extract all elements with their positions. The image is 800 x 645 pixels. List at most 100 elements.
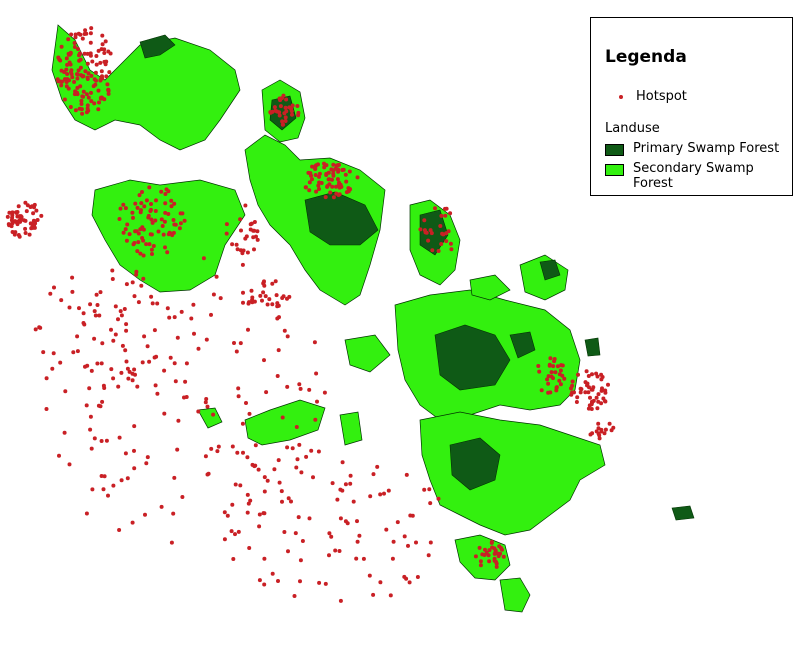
hotspot-point bbox=[76, 47, 80, 51]
hotspot-point bbox=[89, 26, 94, 31]
hotspot-point bbox=[276, 579, 280, 583]
hotspot-point bbox=[94, 78, 98, 83]
hotspot-point bbox=[149, 217, 154, 222]
hotspot-point bbox=[444, 231, 449, 236]
hotspot-point bbox=[153, 383, 158, 388]
hotspot-point bbox=[149, 247, 154, 252]
hotspot-point bbox=[155, 301, 160, 306]
hotspot-point bbox=[204, 337, 209, 342]
hotspot-point bbox=[76, 68, 81, 73]
hotspot-point bbox=[171, 511, 176, 516]
hotspot-point bbox=[117, 528, 122, 532]
hotspot-point bbox=[402, 534, 407, 539]
hotspot-point bbox=[75, 349, 80, 354]
hotspot-point bbox=[357, 533, 362, 538]
hotspot-point bbox=[100, 74, 104, 79]
hotspot-point bbox=[168, 355, 173, 360]
hotspot-point bbox=[154, 198, 158, 203]
far-south-isle-area bbox=[499, 577, 531, 613]
hotspot-point bbox=[147, 359, 152, 364]
secondary-swamp-forest-layer bbox=[51, 24, 606, 613]
hotspot-point bbox=[215, 449, 220, 454]
hotspot-point bbox=[149, 294, 154, 299]
hotspot-point bbox=[317, 580, 322, 585]
hotspot-point bbox=[275, 304, 280, 309]
hotspot-point bbox=[307, 180, 312, 185]
hotspot-point bbox=[606, 382, 610, 387]
hotspot-point bbox=[326, 177, 331, 182]
hotspot-point bbox=[325, 184, 330, 189]
hotspot-point bbox=[57, 453, 61, 458]
hotspot-point bbox=[100, 33, 105, 38]
hotspot-point bbox=[494, 561, 499, 566]
hotspot-point bbox=[149, 207, 153, 212]
hotspot-point bbox=[378, 580, 383, 585]
hotspot-point bbox=[230, 502, 235, 507]
hotspot-point bbox=[338, 516, 343, 521]
hotspot-point bbox=[180, 211, 185, 216]
hotspot-point bbox=[87, 386, 92, 391]
hotspot-point bbox=[559, 363, 564, 368]
small-isle-c bbox=[469, 274, 511, 301]
hotspot-point bbox=[100, 341, 105, 346]
hotspot-point bbox=[280, 122, 285, 127]
hotspot-point bbox=[6, 222, 11, 227]
hotspot-point bbox=[255, 237, 260, 242]
hotspot-point bbox=[286, 496, 291, 501]
hotspot-point bbox=[316, 449, 321, 454]
hotspot-point bbox=[152, 328, 157, 333]
hotspot-point bbox=[231, 557, 236, 561]
primary-swamp-forest-layer bbox=[139, 34, 695, 521]
central-primary-patch-2 bbox=[509, 331, 536, 359]
hotspot-point bbox=[415, 575, 420, 579]
hotspot-point bbox=[283, 115, 288, 120]
hotspot-point bbox=[102, 386, 107, 390]
hotspot-point bbox=[262, 358, 266, 363]
hotspot-point bbox=[62, 430, 67, 435]
hotspot-point bbox=[262, 475, 267, 480]
hotspot-point bbox=[132, 294, 137, 299]
hotspot-point bbox=[23, 200, 28, 205]
hotspot-point bbox=[591, 385, 596, 390]
hotspot-point bbox=[354, 556, 359, 561]
hotspot-point bbox=[245, 510, 250, 515]
hotspot-point bbox=[163, 245, 167, 250]
hotspot-point bbox=[243, 203, 248, 208]
hotspot-point bbox=[203, 454, 208, 459]
hotspot-point bbox=[123, 227, 128, 232]
hotspot-point bbox=[330, 184, 335, 189]
hotspot-point bbox=[254, 234, 258, 239]
hotspot-point bbox=[150, 301, 155, 306]
hotspot-point bbox=[603, 427, 608, 432]
hotspot-point bbox=[15, 222, 20, 227]
legend bbox=[590, 17, 793, 196]
hotspot-point bbox=[172, 475, 177, 480]
hotspot-point bbox=[125, 222, 130, 227]
hotspot-point bbox=[44, 376, 49, 381]
hotspot-point bbox=[135, 205, 140, 210]
hotspot-point bbox=[290, 446, 295, 451]
hotspot-point bbox=[295, 457, 300, 462]
hotspot-point bbox=[16, 233, 21, 237]
hotspot-point bbox=[277, 113, 282, 118]
east-finger-primary-patch bbox=[539, 259, 561, 281]
hotspot-point bbox=[252, 247, 256, 252]
hotspot-point bbox=[603, 388, 608, 393]
hotspot-point bbox=[127, 232, 132, 237]
hotspot-point bbox=[338, 487, 343, 492]
hotspot-point bbox=[289, 499, 293, 504]
hotspot-point bbox=[584, 369, 589, 374]
hotspot-point bbox=[172, 315, 177, 320]
hotspot-point bbox=[244, 401, 248, 405]
hotspot-point bbox=[72, 41, 77, 45]
hotspot-point bbox=[443, 206, 447, 211]
hotspot-point bbox=[136, 231, 141, 236]
hotspot-point bbox=[292, 594, 297, 598]
hotspot-point bbox=[167, 315, 172, 320]
hotspot-point bbox=[297, 442, 302, 447]
hotspot-point bbox=[418, 227, 423, 232]
hotspot-point bbox=[110, 268, 115, 273]
hotspot-point bbox=[310, 177, 314, 182]
hotspot-point bbox=[111, 376, 116, 381]
